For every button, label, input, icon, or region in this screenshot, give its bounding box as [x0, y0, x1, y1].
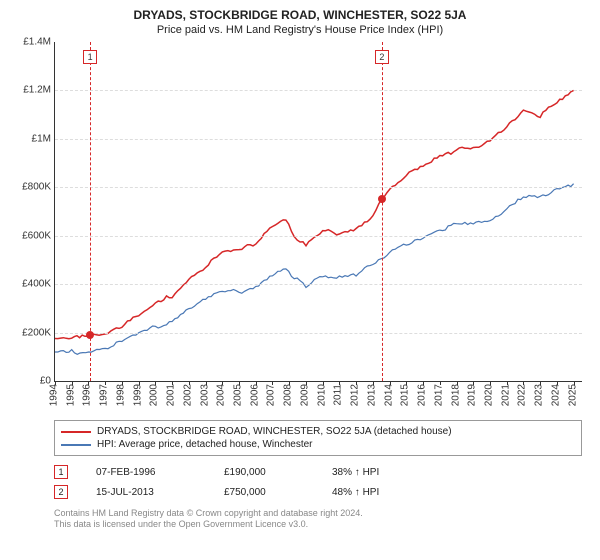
- x-axis-label: 2012: [350, 384, 361, 406]
- y-gridline: [55, 139, 582, 140]
- legend-label: HPI: Average price, detached house, Winc…: [97, 439, 313, 450]
- transaction-date: 07-FEB-1996: [96, 467, 196, 478]
- x-axis-label: 2022: [517, 384, 528, 406]
- legend-box: DRYADS, STOCKBRIDGE ROAD, WINCHESTER, SO…: [54, 420, 582, 456]
- y-gridline: [55, 333, 582, 334]
- legend-swatch: [61, 444, 91, 446]
- transaction-price: £190,000: [224, 467, 304, 478]
- transaction-row-marker: 1: [54, 465, 68, 479]
- y-gridline: [55, 284, 582, 285]
- transaction-marker: 1: [83, 50, 97, 64]
- legend-label: DRYADS, STOCKBRIDGE ROAD, WINCHESTER, SO…: [97, 426, 452, 437]
- x-axis-label: 1996: [82, 384, 93, 406]
- x-axis-label: 2016: [417, 384, 428, 406]
- y-axis-label: £400K: [22, 279, 55, 290]
- y-gridline: [55, 90, 582, 91]
- legend-swatch: [61, 431, 91, 433]
- y-axis-label: £1M: [32, 133, 55, 144]
- x-axis-label: 2005: [233, 384, 244, 406]
- x-axis-label: 2021: [500, 384, 511, 406]
- x-axis-label: 2023: [534, 384, 545, 406]
- chart-title: DRYADS, STOCKBRIDGE ROAD, WINCHESTER, SO…: [10, 8, 590, 22]
- x-axis-label: 2004: [216, 384, 227, 406]
- transaction-price: £750,000: [224, 487, 304, 498]
- x-axis-label: 2024: [550, 384, 561, 406]
- transaction-hpi-diff: 48% ↑ HPI: [332, 487, 379, 498]
- x-axis-label: 2025: [567, 384, 578, 406]
- y-axis-label: £200K: [22, 327, 55, 338]
- attribution: Contains HM Land Registry data © Crown c…: [54, 508, 582, 531]
- transaction-date: 15-JUL-2013: [96, 487, 196, 498]
- x-axis-label: 2014: [383, 384, 394, 406]
- x-axis-label: 2003: [199, 384, 210, 406]
- attribution-l2: This data is licensed under the Open Gov…: [54, 519, 582, 530]
- transaction-marker: 2: [375, 50, 389, 64]
- x-axis-label: 2018: [450, 384, 461, 406]
- chart-subtitle: Price paid vs. HM Land Registry's House …: [10, 24, 590, 36]
- x-axis-label: 1997: [99, 384, 110, 406]
- x-axis-label: 2019: [467, 384, 478, 406]
- attribution-l1: Contains HM Land Registry data © Crown c…: [54, 508, 582, 519]
- x-axis-label: 2009: [299, 384, 310, 406]
- transaction-vline: [382, 42, 383, 381]
- x-axis-label: 2008: [283, 384, 294, 406]
- y-gridline: [55, 187, 582, 188]
- x-axis-label: 1999: [132, 384, 143, 406]
- y-gridline: [55, 236, 582, 237]
- x-axis-label: 2013: [366, 384, 377, 406]
- y-axis-label: £1.2M: [23, 85, 55, 96]
- series-property: [55, 90, 574, 338]
- x-axis-label: 2020: [483, 384, 494, 406]
- transaction-dot: [378, 195, 386, 203]
- transaction-dot: [86, 331, 94, 339]
- series-hpi: [55, 184, 574, 355]
- chart-svg: [55, 42, 582, 381]
- x-axis-label: 2015: [400, 384, 411, 406]
- x-axis-labels: 1994199519961997199819992000200120022003…: [54, 382, 582, 416]
- transaction-row-marker: 2: [54, 485, 68, 499]
- x-axis-label: 1998: [115, 384, 126, 406]
- legend-row: DRYADS, STOCKBRIDGE ROAD, WINCHESTER, SO…: [61, 425, 575, 438]
- x-axis-label: 2017: [433, 384, 444, 406]
- chart-plot-area: £0£200K£400K£600K£800K£1M£1.2M£1.4M12: [54, 42, 582, 382]
- x-axis-label: 1994: [49, 384, 60, 406]
- y-axis-label: £800K: [22, 182, 55, 193]
- transactions-table: 1 07-FEB-1996 £190,000 38% ↑ HPI 2 15-JUL-201…: [54, 462, 582, 502]
- x-axis-label: 2007: [266, 384, 277, 406]
- transaction-row: 2 15-JUL-2013 £750,000 48% ↑ HPI: [54, 482, 582, 502]
- transaction-hpi-diff: 38% ↑ HPI: [332, 467, 379, 478]
- x-axis-label: 1995: [65, 384, 76, 406]
- x-axis-label: 2002: [182, 384, 193, 406]
- x-axis-label: 2010: [316, 384, 327, 406]
- transaction-row: 1 07-FEB-1996 £190,000 38% ↑ HPI: [54, 462, 582, 482]
- x-axis-label: 2006: [249, 384, 260, 406]
- y-axis-label: £1.4M: [23, 37, 55, 48]
- legend-row: HPI: Average price, detached house, Winc…: [61, 438, 575, 451]
- y-axis-label: £600K: [22, 230, 55, 241]
- x-axis-label: 2000: [149, 384, 160, 406]
- x-axis-label: 2001: [166, 384, 177, 406]
- x-axis-label: 2011: [333, 384, 344, 406]
